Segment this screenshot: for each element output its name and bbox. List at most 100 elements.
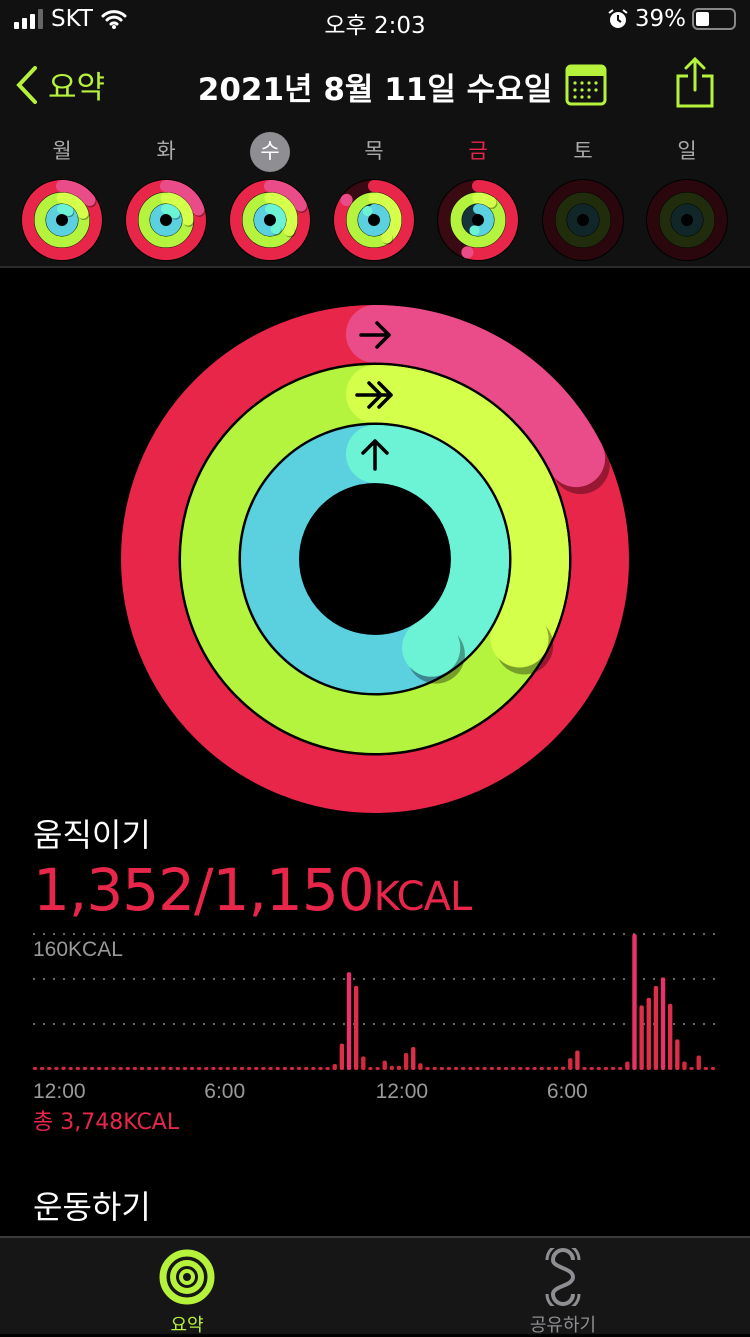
back-button[interactable]: 요약 <box>16 62 105 107</box>
tab-summary[interactable]: 요약 <box>87 1248 287 1337</box>
move-total: 총 3,748KCAL <box>33 1110 180 1135</box>
chart-bar <box>196 1067 202 1070</box>
activity-rings <box>119 303 631 815</box>
chart-bar <box>132 1067 138 1070</box>
chart-bar <box>411 1047 416 1070</box>
tab-sharing[interactable]: 공유하기 <box>463 1242 663 1337</box>
chart-bar <box>446 1067 452 1070</box>
day-label: 수 <box>250 132 290 172</box>
wifi-icon <box>101 10 127 29</box>
chart-bar <box>39 1067 45 1070</box>
chart-bar <box>646 997 651 1070</box>
chart-bar <box>603 1067 609 1070</box>
day-1[interactable]: 화 <box>121 132 211 262</box>
chart-bar <box>710 1067 716 1070</box>
day-3[interactable]: 목 <box>329 132 419 262</box>
x-tick-label: 6:00 <box>204 1080 245 1103</box>
stand-ring <box>567 204 599 236</box>
chart-bar <box>154 1067 159 1070</box>
chart-bar <box>139 1067 145 1070</box>
day-rings <box>229 179 311 261</box>
chart-bar <box>211 1067 216 1070</box>
chart-bar <box>318 1067 323 1070</box>
day-rings <box>125 179 207 261</box>
stand-ring <box>241 425 509 693</box>
move-arrow-icon <box>359 321 391 349</box>
day-4[interactable]: 금 <box>433 132 523 262</box>
chart-bar <box>532 1067 537 1070</box>
day-0[interactable]: 월 <box>17 132 107 262</box>
chart-bar <box>175 1067 180 1070</box>
chart-bar <box>296 1067 302 1070</box>
chart-bar <box>489 1067 494 1070</box>
chart-bar <box>432 1067 437 1070</box>
clock: 오후 2:03 <box>324 13 426 39</box>
exercise-ring <box>138 192 195 248</box>
chart-bar <box>225 1067 230 1070</box>
chart-bar <box>696 1055 701 1070</box>
exercise-ring <box>450 192 506 248</box>
chart-bar <box>168 1067 173 1070</box>
nav-bar: 요약 2021년 8월 11일 수요일 <box>0 56 750 116</box>
chart-bar <box>468 1067 473 1070</box>
chart-bar <box>589 1067 594 1070</box>
day-label: 금 <box>468 139 488 163</box>
chart-bar <box>568 1058 573 1070</box>
stand-ring <box>462 204 494 236</box>
chart-bar <box>232 1067 238 1070</box>
battery-percent: 39% <box>634 6 686 32</box>
chart-bar <box>368 1067 373 1070</box>
day-label: 화 <box>156 139 176 163</box>
chart-bar <box>396 1065 402 1070</box>
status-bar: SKT 오후 2:03 39% <box>0 6 750 39</box>
chart-bar <box>618 1067 623 1070</box>
chart-bar <box>204 1067 209 1070</box>
calendar-icon[interactable] <box>565 64 607 106</box>
chart-bar <box>118 1067 123 1070</box>
exercise-ring <box>34 192 90 248</box>
day-rings <box>21 179 103 261</box>
day-6[interactable]: 일 <box>642 132 732 262</box>
chart-bar <box>89 1067 95 1070</box>
chart-bar <box>54 1067 59 1070</box>
chart-bar <box>425 1067 430 1070</box>
chart-bar <box>32 1067 38 1070</box>
move-ring <box>438 180 518 260</box>
signal-icon <box>14 9 43 29</box>
chart-bar <box>346 972 352 1070</box>
chart-bar <box>575 1050 580 1070</box>
chart-bar <box>625 1061 630 1070</box>
chart-bar <box>610 1067 616 1070</box>
chart-bar <box>639 1005 644 1070</box>
chart-bar <box>403 1053 409 1070</box>
exercise-arrow-icon <box>355 381 393 409</box>
day-5[interactable]: 토 <box>538 132 628 262</box>
chart-bar <box>482 1067 487 1070</box>
chart-bar <box>582 1067 587 1070</box>
chart-bar <box>632 934 637 1070</box>
exercise-ring <box>346 192 402 248</box>
exercise-heading: 운동하기 <box>33 1188 151 1226</box>
tab-sharing-label: 공유하기 <box>529 1315 597 1336</box>
day-label: 일 <box>677 139 697 163</box>
chart-bar <box>653 985 659 1070</box>
tab-summary-label: 요약 <box>170 1315 204 1336</box>
stand-ring <box>254 204 286 236</box>
chart-bar <box>311 1067 316 1070</box>
chart-bar <box>182 1067 188 1070</box>
day-rings <box>646 179 728 261</box>
move-amount: 1,352/1,150 <box>33 856 375 924</box>
chart-bar <box>675 1039 680 1070</box>
day-2[interactable]: 수 <box>225 132 315 262</box>
stand-ring <box>671 204 703 236</box>
share-icon[interactable] <box>674 56 716 108</box>
move-value: 1,352/1,150KCAL <box>33 856 472 924</box>
chart-bar <box>332 1064 337 1070</box>
chart-bar <box>660 977 666 1070</box>
chart-bar <box>104 1067 109 1070</box>
day-label: 토 <box>573 139 593 163</box>
x-tick-label: 12:00 <box>33 1080 86 1103</box>
chart-bar <box>61 1066 66 1070</box>
move-ring <box>22 180 102 260</box>
